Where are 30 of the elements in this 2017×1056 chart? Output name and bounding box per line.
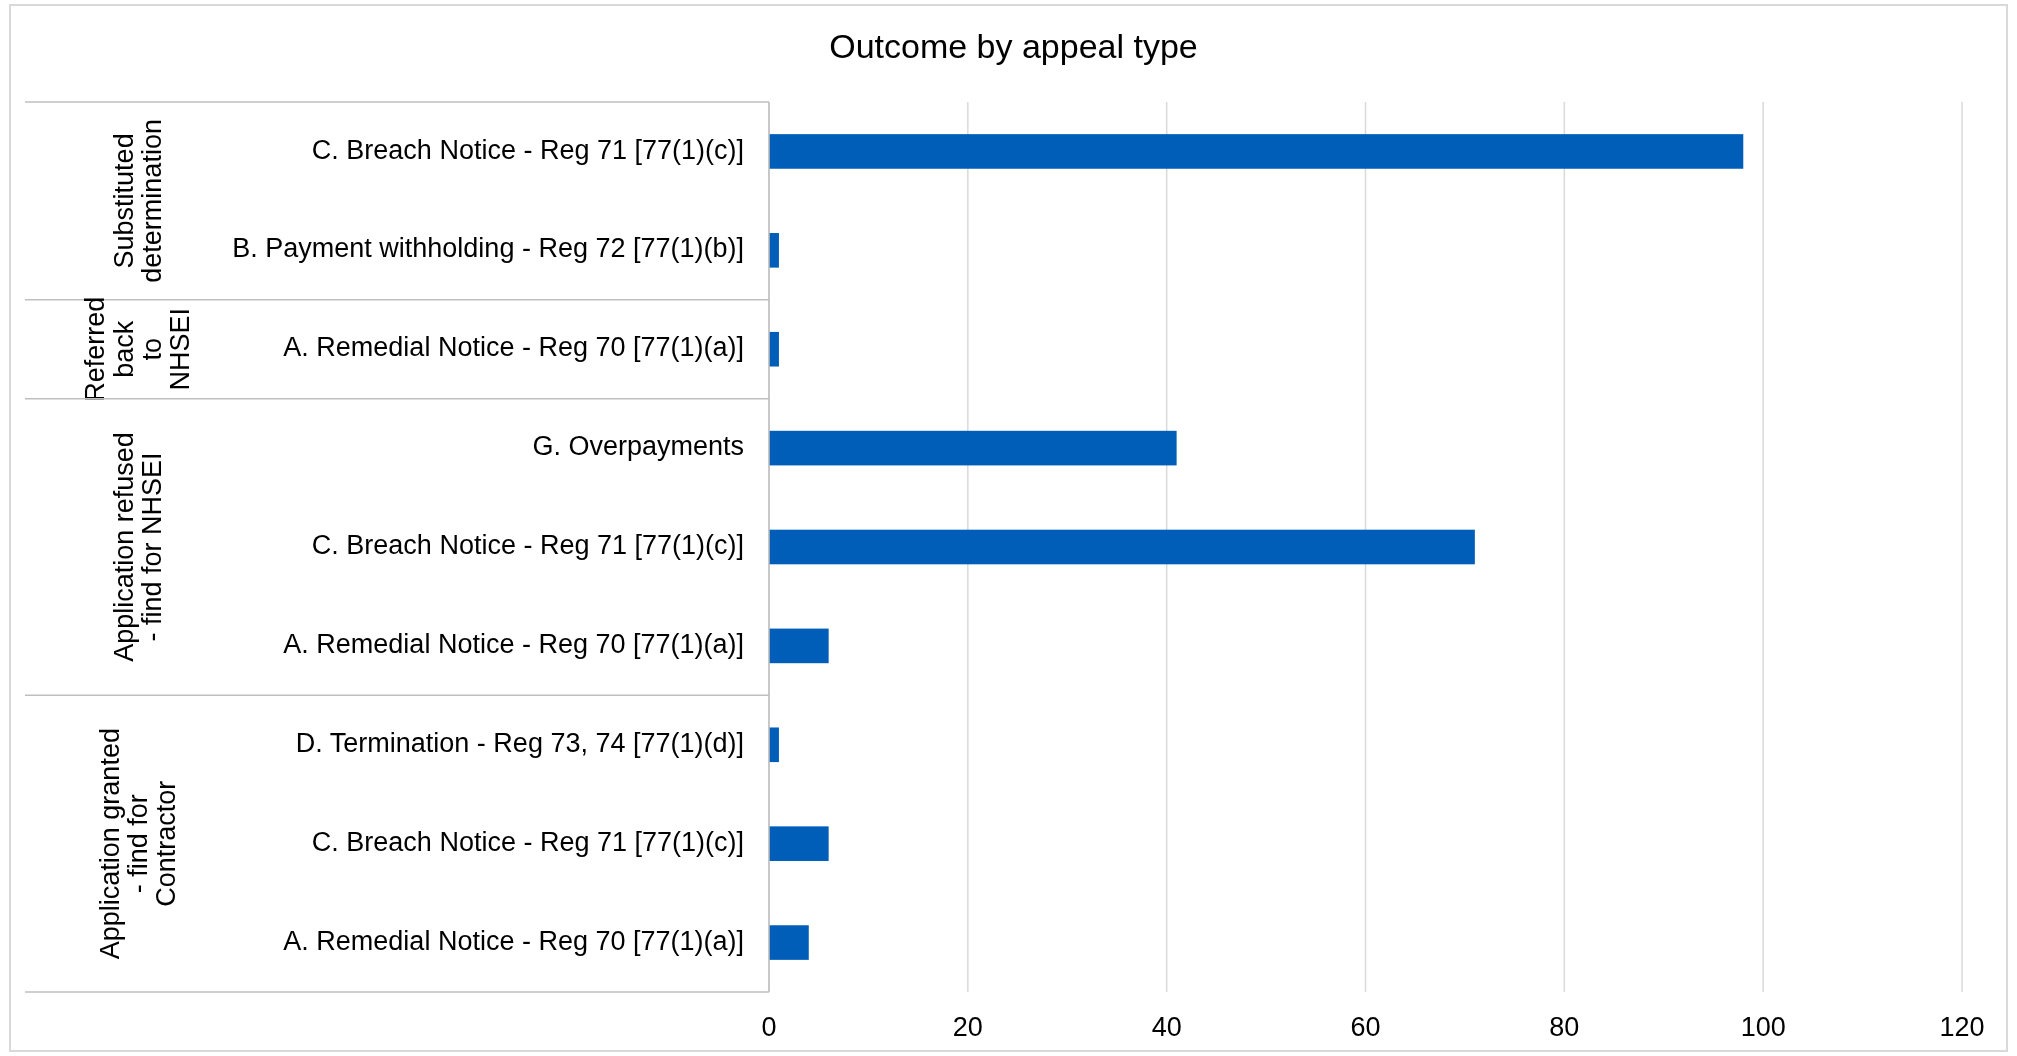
y-tick-label: C. Breach Notice - Reg 71 [77(1)(c)] <box>311 530 744 561</box>
x-tick-label: 80 <box>1549 1012 1580 1042</box>
y-tick-label: B. Payment withholding - Reg 72 [77(1)(b)] <box>232 233 744 264</box>
text: Application granted - find for Contractor <box>94 728 182 960</box>
x-tick-label: 60 <box>1350 1012 1381 1042</box>
y-tick-label: G. Overpayments <box>532 431 744 462</box>
bar <box>769 925 809 960</box>
bar <box>769 233 779 268</box>
y-tick-label: A. Remedial Notice - Reg 70 [77(1)(a)] <box>283 925 744 956</box>
bar <box>769 826 829 861</box>
bar <box>769 331 779 367</box>
x-tick-label: 100 <box>1740 1012 1786 1042</box>
x-tick-label: 0 <box>761 1012 777 1042</box>
y-tick-label: C. Breach Notice - Reg 71 [77(1)(c)] <box>311 826 744 857</box>
text: Application refused - find for NHSEI <box>108 432 168 662</box>
bar <box>769 727 779 763</box>
bar <box>769 134 1744 169</box>
x-tick-label: 40 <box>1151 1012 1182 1042</box>
text: Referred back to NHSEI <box>80 296 196 402</box>
bar <box>769 529 1475 565</box>
y-tick-label: A. Remedial Notice - Reg 70 [77(1)(a)] <box>283 332 744 363</box>
y-tick-label: A. Remedial Notice - Reg 70 [77(1)(a)] <box>283 629 744 660</box>
x-tick-label: 120 <box>1939 1012 1985 1042</box>
y-tick-label: C. Breach Notice - Reg 71 [77(1)(c)] <box>311 134 744 165</box>
x-tick-label: 20 <box>952 1012 983 1042</box>
bar <box>769 628 829 664</box>
text: Substituted determination <box>108 119 168 283</box>
y-tick-label: D. Termination - Reg 73, 74 [77(1)(d)] <box>295 727 744 758</box>
bar <box>769 430 1177 466</box>
chart-title: Outcome by appeal type <box>829 27 1198 65</box>
